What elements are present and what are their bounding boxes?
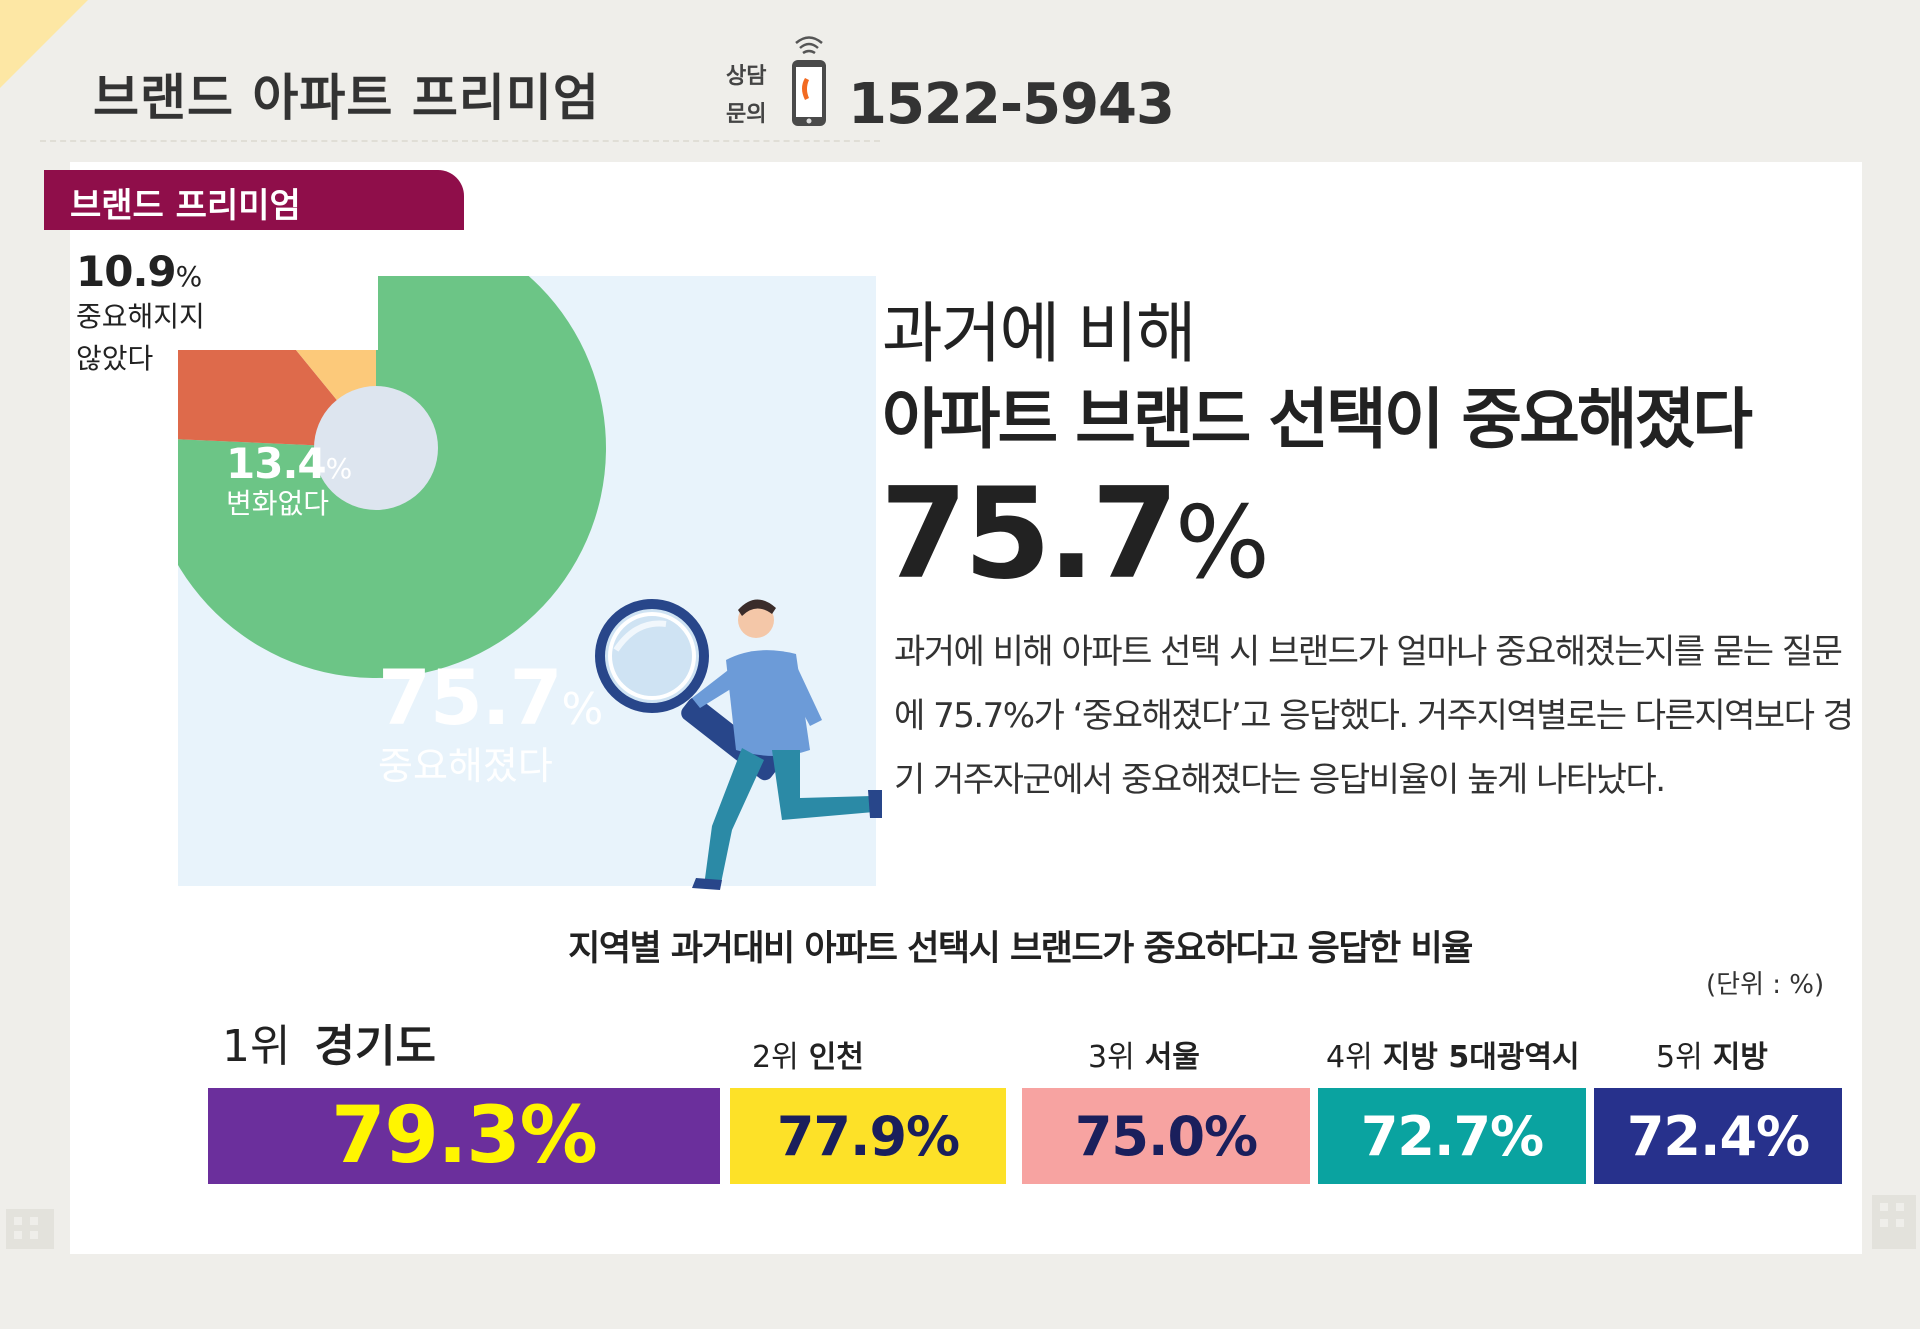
headline-main: 아파트 브랜드 선택이 중요해졌다 xyxy=(882,381,1753,458)
headline-value-percent: % xyxy=(1174,484,1270,601)
consult-label: 상담 문의 xyxy=(726,64,767,127)
person-magnifier-illustration xyxy=(595,599,882,890)
rank-number-1: 1위 xyxy=(222,1021,291,1072)
building-decoration-left xyxy=(6,1209,54,1249)
person-leg-left xyxy=(704,748,764,888)
description-paragraph: 과거에 비해 아파트 선택 시 브랜드가 얼마나 중요해졌는지를 묻는 질문에 … xyxy=(894,632,1854,800)
bar-value-3: 75.0% xyxy=(1074,1104,1258,1168)
slice-text-no-change: 변화없다 xyxy=(226,487,330,521)
bar-chart-unit: (단위 : %) xyxy=(1706,970,1825,1000)
bar-3: 75.0% xyxy=(1022,1088,1310,1184)
chart-corner-cutout xyxy=(160,250,378,350)
rank-label-5: 5위 지방 xyxy=(1656,1032,1768,1076)
rank-label-1: 1위 경기도 xyxy=(222,1010,436,1074)
headline-value-number: 75.7 xyxy=(880,460,1179,607)
rank-region-4: 지방 5대광역시 xyxy=(1382,1040,1580,1075)
rank-region-3: 서울 xyxy=(1144,1040,1200,1075)
phone-icon xyxy=(792,36,826,126)
bar-2: 77.9% xyxy=(730,1088,1006,1184)
person-leg-right xyxy=(772,750,874,820)
rank-label-2: 2위 인천 xyxy=(752,1032,864,1076)
slice-value-not-important: 10.9 xyxy=(76,247,177,296)
rank-label-4: 4위 지방 5대광역시 xyxy=(1326,1032,1580,1076)
person-shirt xyxy=(726,650,810,756)
section-tag-label: 브랜드 프리미엄 xyxy=(70,186,301,226)
slice-label-no-change: 13.4% 변화없다 xyxy=(226,439,353,521)
donut-hole xyxy=(314,386,438,510)
bar-4: 72.7% xyxy=(1318,1088,1586,1184)
slice-text-important: 중요해졌다 xyxy=(378,744,553,789)
slice-pct-not-important: % xyxy=(175,260,203,293)
bar-value-4: 72.7% xyxy=(1360,1104,1544,1168)
rank-number-2: 2위 xyxy=(752,1040,799,1075)
slice-pct-important: % xyxy=(561,684,604,735)
bar-1: 79.3% xyxy=(208,1088,720,1184)
bar-value-2: 77.9% xyxy=(776,1104,960,1168)
slice-label-important: 75.7% 중요해졌다 xyxy=(378,654,603,789)
phone-number: 1522-5943 xyxy=(848,72,1175,137)
bar-value-5: 72.4% xyxy=(1626,1104,1810,1168)
rank-region-5: 지방 xyxy=(1712,1040,1768,1075)
rank-region-2: 인천 xyxy=(808,1040,864,1075)
rank-number-3: 3위 xyxy=(1088,1040,1135,1075)
rank-label-3: 3위 서울 xyxy=(1088,1032,1200,1076)
headline-value: 75.7% xyxy=(880,460,1270,607)
rank-region-1: 경기도 xyxy=(314,1021,436,1072)
slice-value-important: 75.7 xyxy=(378,653,563,742)
bar-value-1: 79.3% xyxy=(331,1091,598,1181)
magnifier-lens xyxy=(595,599,709,713)
rank-number-5: 5위 xyxy=(1656,1040,1703,1075)
section-tag xyxy=(44,170,464,230)
slice-value-no-change: 13.4 xyxy=(226,439,327,488)
slice-label-not-important: 10.9% 중요해지지 않았다 xyxy=(76,247,226,380)
corner-decoration xyxy=(0,0,88,88)
headline-sub: 과거에 비해 xyxy=(882,295,1197,372)
header-divider xyxy=(40,140,880,142)
footer-band xyxy=(0,1254,1920,1329)
bar-5: 72.4% xyxy=(1594,1088,1842,1184)
page-title: 브랜드 아파트 프리미엄 xyxy=(93,69,600,127)
rank-number-4: 4위 xyxy=(1326,1040,1373,1075)
bar-chart-title: 지역별 과거대비 아파트 선택시 브랜드가 중요하다고 응답한 비율 xyxy=(568,929,1473,969)
slice-pct-no-change: % xyxy=(325,452,353,485)
slice-text-not-important: 중요해지지 않았다 xyxy=(76,300,205,376)
building-decoration-right xyxy=(1872,1195,1916,1249)
